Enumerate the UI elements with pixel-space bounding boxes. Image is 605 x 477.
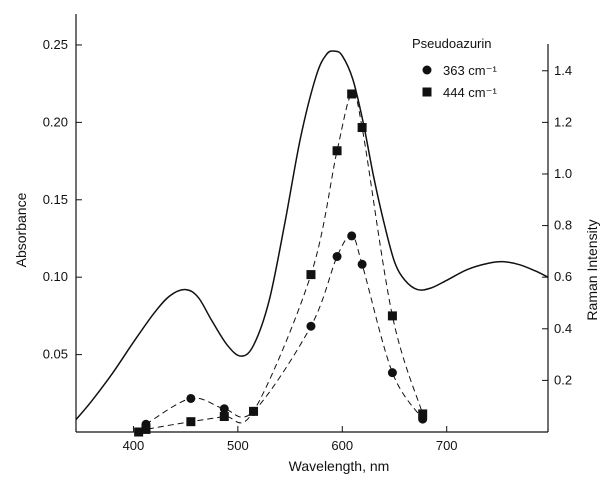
data-point-square (332, 146, 342, 156)
data-point-square (418, 409, 428, 419)
right-y-tick-label: 1.4 (554, 63, 572, 78)
data-point-circle (219, 404, 229, 414)
right-y-tick-label: 0.6 (554, 269, 572, 284)
left-y-tick-label: 0.05 (43, 347, 68, 362)
x-tick-label: 600 (331, 438, 353, 453)
legend-title: Pseudoazurin (412, 36, 492, 51)
right-y-axis-title: Raman Intensity (584, 219, 600, 320)
legend-label-444: 444 cm⁻¹ (443, 85, 497, 100)
right-y-axis: 0.2 0.4 0.6 0.8 1.0 1.2 1.4 (542, 63, 572, 387)
left-y-tick-label: 0.15 (43, 192, 68, 207)
data-point-circle (306, 321, 316, 331)
series-square (134, 89, 428, 437)
data-point-square (186, 417, 196, 427)
raman-series-layer (134, 89, 428, 437)
legend-label-363: 363 cm⁻¹ (443, 63, 497, 78)
series-dashed-line (138, 91, 424, 433)
data-point-circle (332, 252, 342, 262)
legend-marker-363 (422, 65, 432, 75)
series-dashed-line (145, 235, 424, 425)
data-point-circle (186, 393, 196, 403)
legend: Pseudoazurin 363 cm⁻¹ 444 cm⁻¹ (412, 36, 497, 100)
legend-marker-444 (422, 87, 432, 97)
plot-frame (75, 14, 549, 433)
data-point-square (134, 427, 144, 437)
x-tick-label: 700 (436, 438, 458, 453)
right-y-tick-label: 1.0 (554, 166, 572, 181)
right-y-tick-label: 0.4 (554, 321, 572, 336)
data-point-circle (387, 368, 397, 378)
data-point-square (249, 406, 259, 416)
x-axis-title: Wavelength, nm (289, 458, 390, 474)
data-point-square (387, 311, 397, 321)
x-tick-label: 400 (123, 438, 145, 453)
left-y-tick-label: 0.25 (43, 37, 68, 52)
left-y-tick-label: 0.20 (43, 114, 68, 129)
data-point-square (347, 89, 357, 99)
series-circle (141, 231, 428, 429)
data-point-square (306, 270, 316, 280)
right-y-tick-label: 0.2 (554, 372, 572, 387)
right-y-tick-label: 1.2 (554, 114, 572, 129)
left-y-axis-title: Absorbance (13, 192, 29, 267)
data-point-square (219, 412, 229, 422)
data-point-square (141, 424, 151, 434)
right-y-tick-label: 0.8 (554, 218, 572, 233)
data-point-circle (347, 231, 357, 241)
absorbance-curve (75, 50, 549, 421)
left-y-tick-label: 0.10 (43, 269, 68, 284)
x-axis: 400 500 600 700 (123, 426, 458, 453)
absorbance-curve-layer (75, 50, 549, 421)
data-point-circle (357, 259, 367, 269)
x-tick-label: 500 (227, 438, 249, 453)
data-point-square (357, 123, 367, 133)
left-y-axis: 0.05 0.10 0.15 0.20 0.25 (43, 37, 82, 362)
